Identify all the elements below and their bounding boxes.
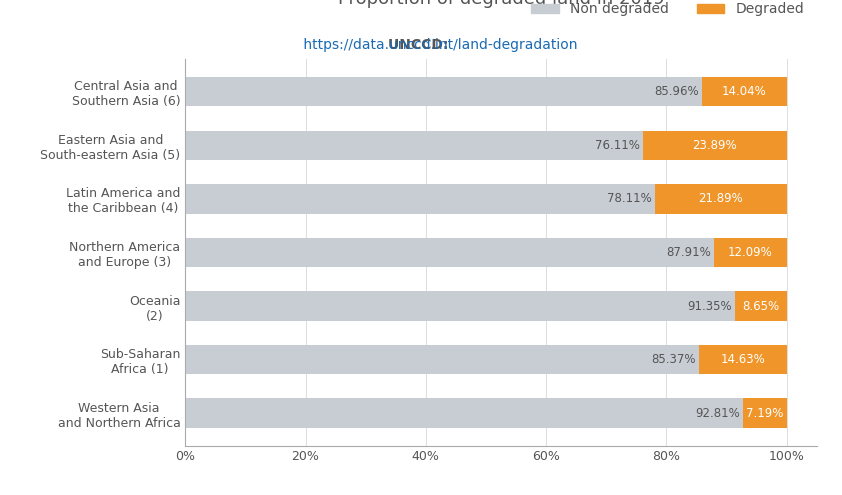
Title: Proportion of degraded land in 2019: Proportion of degraded land in 2019 bbox=[338, 0, 664, 8]
Text: https://data.unccd.int/land-degradation: https://data.unccd.int/land-degradation bbox=[264, 38, 578, 51]
Bar bbox=[699, 345, 786, 374]
Text: 14.04%: 14.04% bbox=[722, 85, 767, 98]
Text: UNCCD:: UNCCD: bbox=[388, 38, 454, 51]
Bar bbox=[185, 184, 655, 214]
Bar bbox=[185, 131, 643, 160]
Bar bbox=[743, 398, 786, 428]
Text: 14.63%: 14.63% bbox=[720, 353, 765, 366]
Text: 8.65%: 8.65% bbox=[742, 299, 779, 312]
Bar bbox=[702, 77, 786, 106]
Text: 12.09%: 12.09% bbox=[728, 246, 773, 259]
Text: 91.35%: 91.35% bbox=[687, 299, 732, 312]
Bar bbox=[714, 238, 786, 267]
Bar bbox=[185, 398, 743, 428]
Bar bbox=[735, 291, 786, 321]
Text: 85.96%: 85.96% bbox=[654, 85, 699, 98]
Bar bbox=[655, 184, 786, 214]
Text: 23.89%: 23.89% bbox=[692, 139, 737, 152]
Legend: Non degraded, Degraded: Non degraded, Degraded bbox=[525, 0, 810, 22]
Bar bbox=[185, 77, 702, 106]
Bar bbox=[185, 345, 699, 374]
Bar bbox=[643, 131, 786, 160]
Text: 92.81%: 92.81% bbox=[695, 407, 740, 420]
Text: 87.91%: 87.91% bbox=[666, 246, 711, 259]
Text: 85.37%: 85.37% bbox=[651, 353, 695, 366]
Bar bbox=[185, 238, 714, 267]
Bar bbox=[185, 291, 735, 321]
Text: 78.11%: 78.11% bbox=[607, 193, 652, 205]
Text: 21.89%: 21.89% bbox=[699, 193, 743, 205]
Text: 76.11%: 76.11% bbox=[595, 139, 640, 152]
Text: 7.19%: 7.19% bbox=[746, 407, 784, 420]
